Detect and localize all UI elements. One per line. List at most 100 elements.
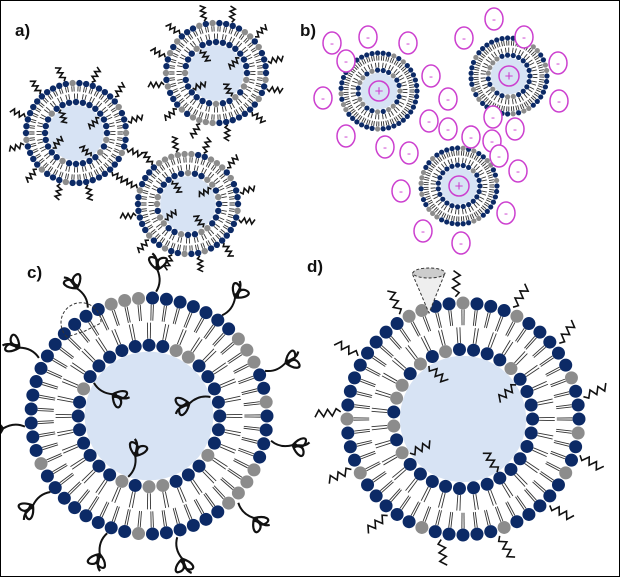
lipid-tail <box>550 378 566 386</box>
lipid-head <box>361 346 375 360</box>
lipid-head <box>26 109 34 117</box>
lipid-tail <box>228 354 243 364</box>
lipid-tail <box>488 193 494 196</box>
lipid-tail <box>423 335 432 351</box>
lipid-tail <box>441 212 445 218</box>
lipid-tail <box>126 509 131 526</box>
lipid-head <box>439 479 453 493</box>
lipid-tail <box>139 304 142 321</box>
antibody-linker <box>32 491 51 506</box>
lipid-head <box>527 73 533 79</box>
antibody-icon <box>1 333 21 353</box>
charge-circle <box>548 51 568 75</box>
lipid-head <box>191 170 199 177</box>
lipid-tail <box>408 81 414 84</box>
lipid-tail <box>212 237 217 242</box>
lipid-tail <box>448 152 451 158</box>
lipid-tail <box>183 92 189 97</box>
lipid-tail <box>144 185 150 189</box>
lipid-tail <box>213 226 219 231</box>
lipid-tail <box>389 337 401 350</box>
lipid-tail <box>251 93 257 97</box>
lipid-tail <box>348 106 354 110</box>
lipid-tail <box>398 103 403 108</box>
lipid-head <box>350 115 356 121</box>
negative-charge: - <box>398 31 418 55</box>
lipid-tail <box>360 109 365 114</box>
lipid-tail <box>512 99 514 105</box>
lipid-head <box>170 95 177 103</box>
lipid-head <box>182 62 189 70</box>
lipid-head <box>216 119 223 127</box>
lipid-head <box>526 412 540 426</box>
lipid-tail <box>38 396 56 401</box>
lipid-tail <box>367 64 371 70</box>
lipid-head <box>138 180 146 188</box>
lipid-tail <box>35 153 41 157</box>
lipid-tail <box>95 160 100 166</box>
lipid-head <box>466 220 472 226</box>
charge-circle <box>399 141 419 165</box>
lipid-tail <box>528 49 533 54</box>
lipid-tail <box>345 78 351 82</box>
lipid-tail <box>240 35 245 40</box>
lipid-tail <box>37 422 54 425</box>
lipid-head <box>193 45 200 52</box>
lipid-head <box>100 143 108 150</box>
lipid-tail <box>493 95 497 101</box>
lipid-tail <box>79 328 90 342</box>
lipid-head <box>69 79 76 87</box>
lipid-head <box>103 136 110 144</box>
lipid-tail <box>382 121 385 127</box>
lipid-tail <box>224 113 228 119</box>
lipid-tail <box>473 163 478 169</box>
lipid-tail <box>65 94 68 101</box>
lipid-tail <box>538 69 544 72</box>
highlight-peg-callout-top <box>412 267 446 279</box>
lipid-tail <box>148 178 154 182</box>
lipid-head <box>181 150 188 158</box>
lipid-head <box>101 170 109 178</box>
lipid-tail <box>180 237 183 243</box>
lipid-tail <box>219 173 224 178</box>
lipid-tail <box>200 243 204 249</box>
lipid-head <box>396 120 402 127</box>
lipid-tail <box>233 30 237 36</box>
lipid-tail <box>437 209 441 215</box>
lipid-head <box>222 118 230 126</box>
lipid-head <box>394 99 400 105</box>
lipid-head <box>159 292 173 306</box>
lipid-head <box>22 129 30 137</box>
lipid-tail <box>227 352 242 363</box>
lipid-tail <box>65 165 68 172</box>
lipid-head <box>189 114 197 121</box>
lipid-tail <box>52 463 67 473</box>
lipid-tail <box>430 164 435 169</box>
lipid-head <box>209 220 216 227</box>
lipid-head <box>380 108 386 115</box>
lipid-tail <box>233 460 248 469</box>
lipid-head <box>355 85 361 91</box>
lipid-head <box>444 200 450 206</box>
lipid-head <box>418 180 424 186</box>
lipid-head <box>183 28 191 36</box>
lipid-tail <box>185 503 193 520</box>
lipid-tail <box>69 482 82 495</box>
antibody-shape <box>252 515 270 534</box>
lipid-tail <box>141 208 147 210</box>
minus-sign: - <box>344 54 348 68</box>
positive-charge: + <box>368 80 390 102</box>
lipid-tail <box>53 464 68 475</box>
lipid-tail <box>493 51 497 57</box>
negative-charge: - <box>548 51 568 75</box>
lipid-tail <box>219 378 235 386</box>
lipid-head <box>136 214 144 221</box>
lipid-head <box>369 68 375 74</box>
lipid-tail <box>83 173 85 180</box>
lipid-head <box>92 359 106 373</box>
lipid-tail <box>459 495 461 511</box>
lipid-tail <box>539 71 545 73</box>
lipid-tail <box>208 34 211 40</box>
lipid-head <box>516 91 522 98</box>
lipid-head <box>412 77 418 83</box>
